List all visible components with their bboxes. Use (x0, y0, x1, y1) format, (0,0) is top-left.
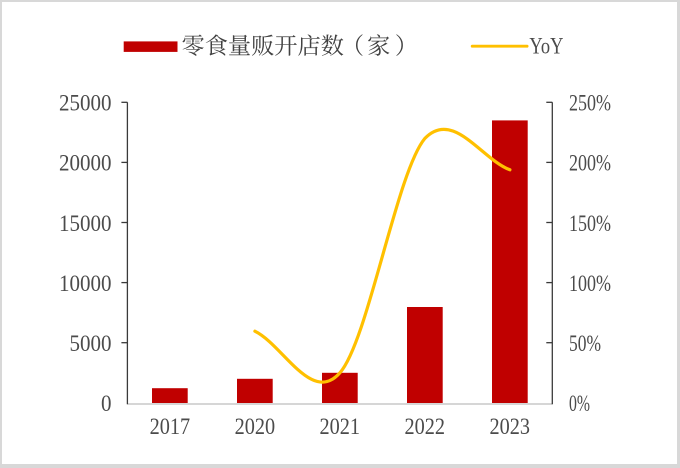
svg-text:0: 0 (101, 391, 112, 416)
svg-text:0%: 0% (569, 391, 590, 416)
svg-text:5000: 5000 (70, 331, 112, 356)
svg-text:200%: 200% (569, 151, 611, 176)
svg-text:2023: 2023 (490, 414, 531, 439)
svg-text:10000: 10000 (59, 271, 112, 296)
svg-text:2021: 2021 (320, 414, 361, 439)
svg-text:2017: 2017 (150, 414, 191, 439)
svg-text:50%: 50% (569, 331, 601, 356)
svg-text:2022: 2022 (405, 414, 446, 439)
svg-text:250%: 250% (569, 91, 611, 116)
svg-text:15000: 15000 (59, 211, 112, 236)
svg-text:2020: 2020 (235, 414, 276, 439)
svg-text:YoY: YoY (529, 33, 563, 58)
svg-text:150%: 150% (569, 211, 611, 236)
svg-text:20000: 20000 (59, 151, 112, 176)
svg-text:25000: 25000 (59, 91, 112, 116)
svg-text:100%: 100% (569, 271, 611, 296)
